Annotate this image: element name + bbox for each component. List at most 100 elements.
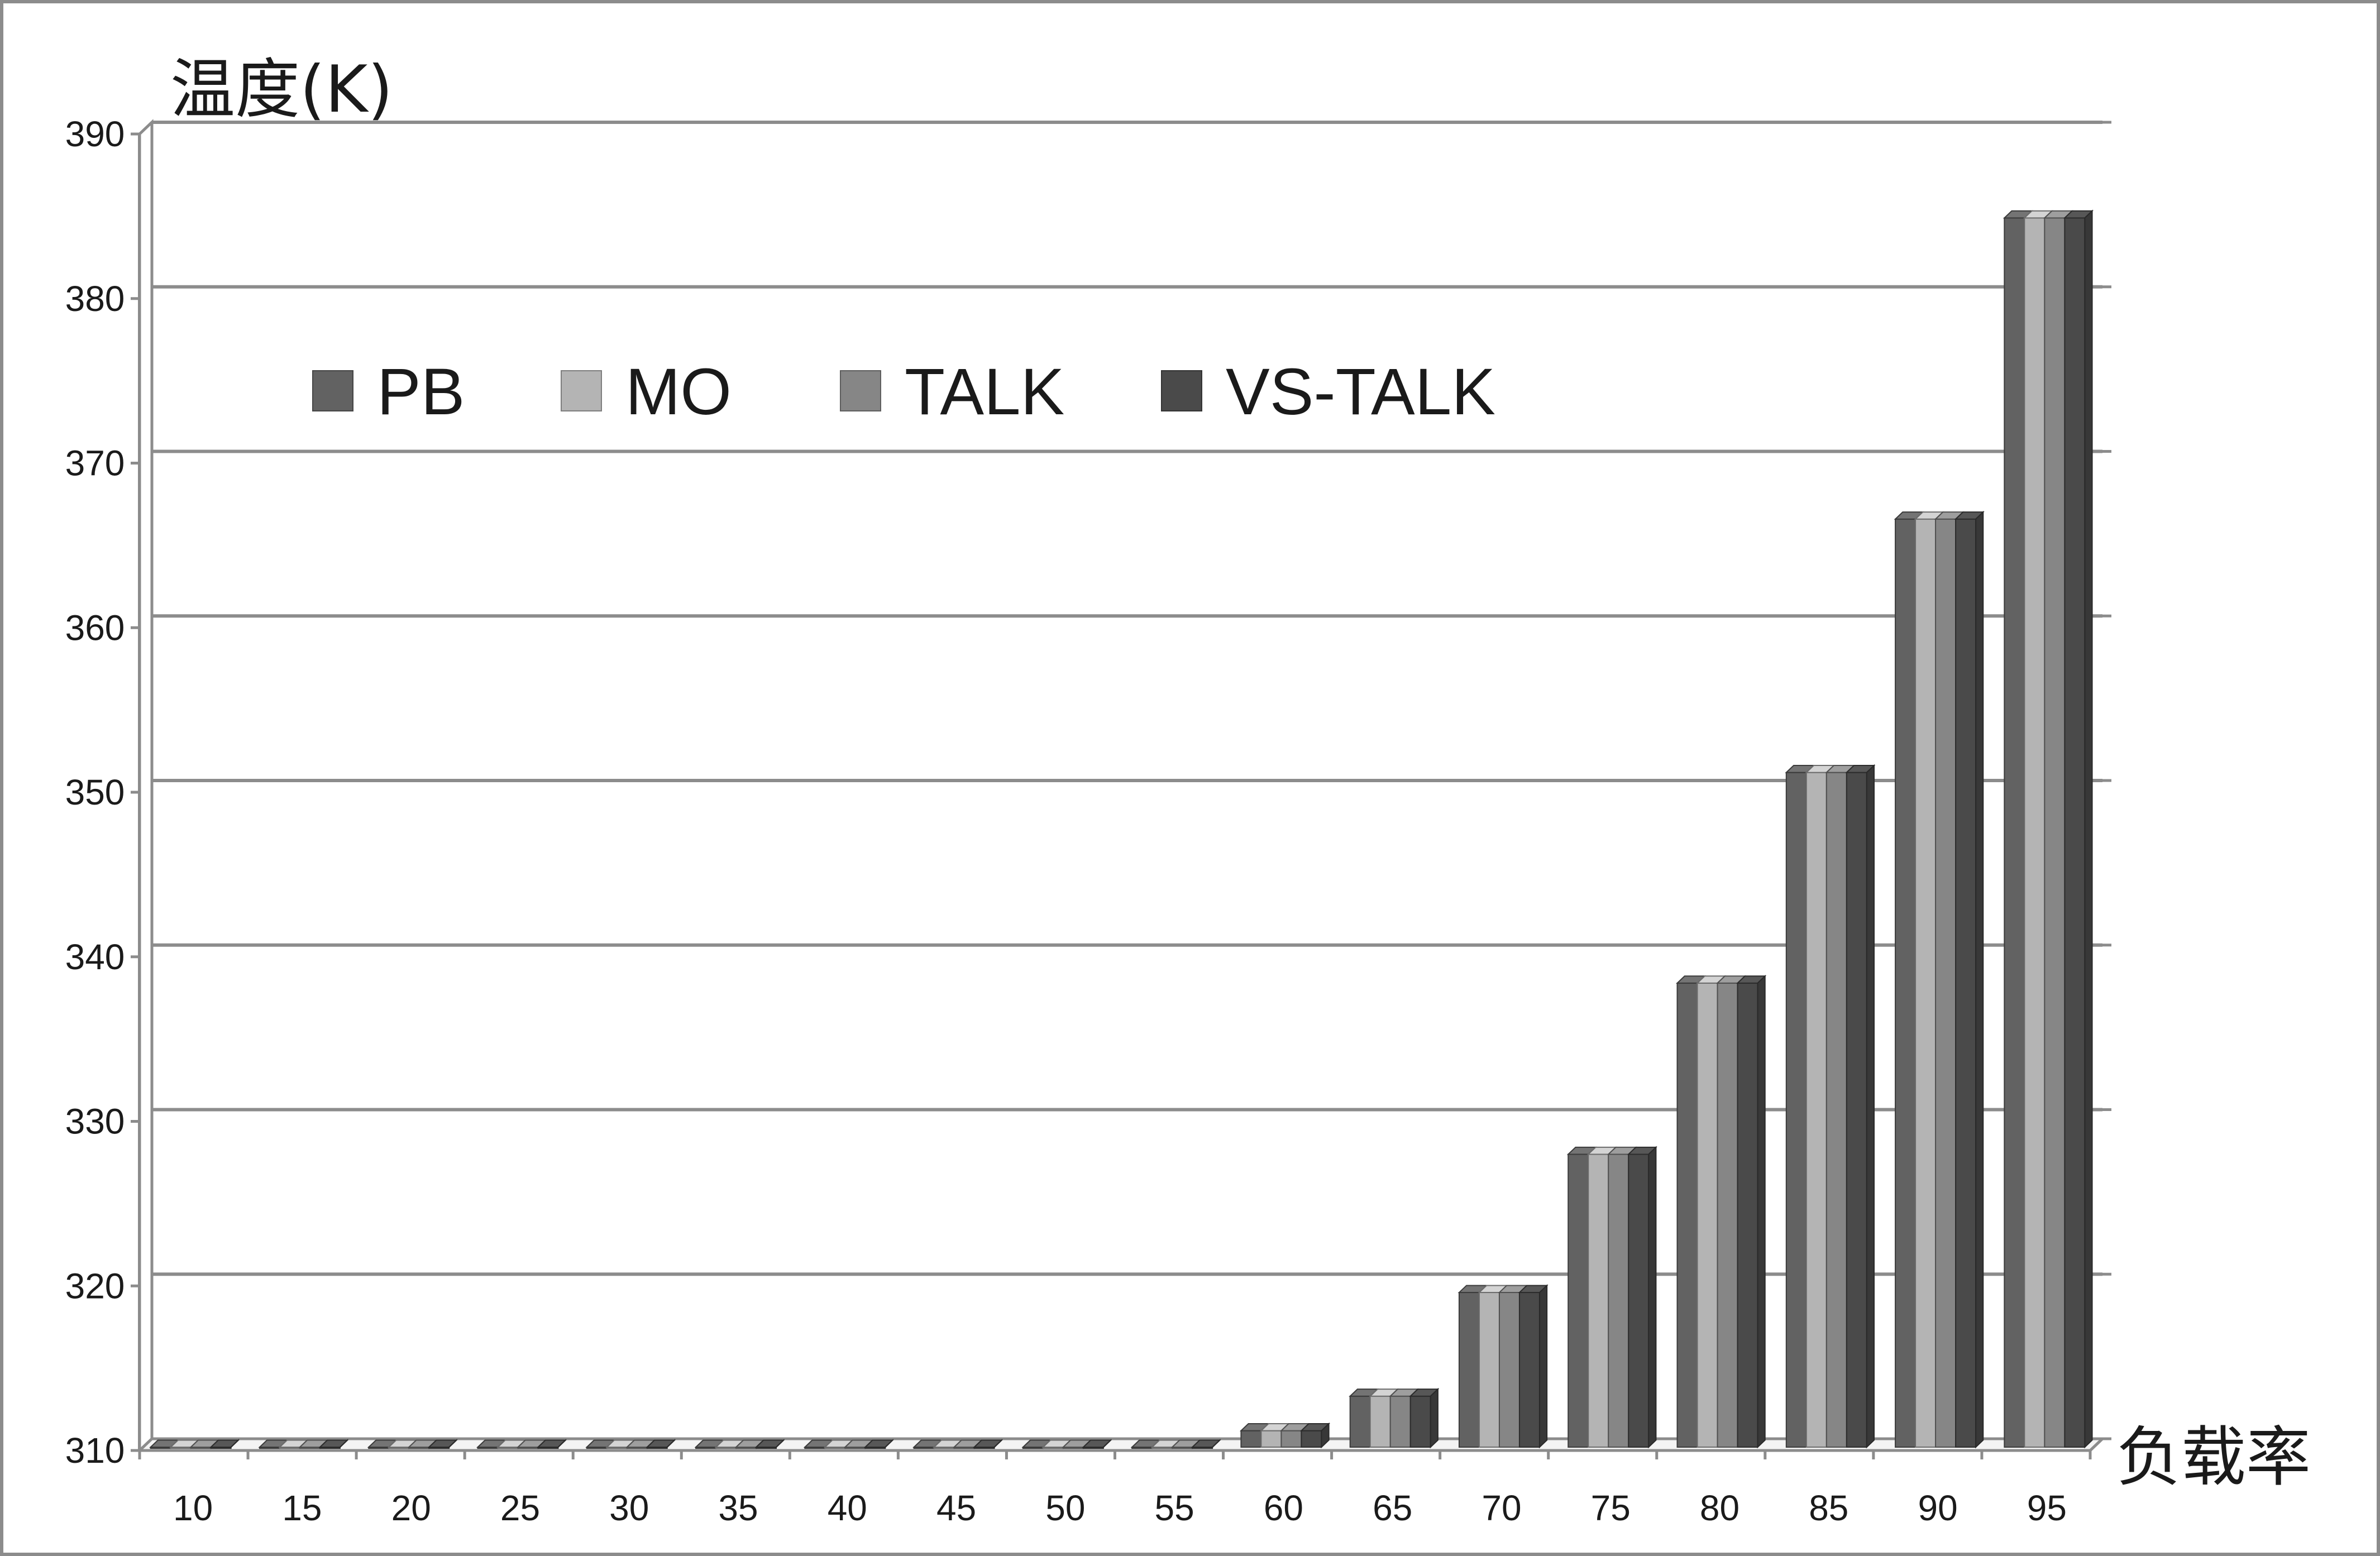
bar-front [1389, 1395, 1411, 1448]
y-axis-tick-labels: 310 320 330 340 350 360 370 380 390 [65, 114, 125, 1471]
y-tick-label: 320 [65, 1266, 125, 1306]
floor-edge [2089, 1438, 2104, 1452]
bar [1785, 765, 1815, 1448]
legend-label: MO [625, 355, 732, 429]
bar-front [1260, 1430, 1282, 1448]
x-tick-label: 55 [1155, 1488, 1194, 1528]
bar [1191, 1439, 1221, 1449]
legend: PB MO TALK VS-TALK [312, 355, 1495, 429]
bar [1845, 764, 1876, 1449]
bar-front [1935, 518, 1957, 1448]
bar [1369, 1389, 1399, 1448]
legend-swatch [1161, 370, 1202, 411]
bar-front [1280, 1430, 1302, 1448]
bar-front [1676, 982, 1698, 1448]
bar-front [2064, 217, 2086, 1448]
bar-front [1696, 982, 1718, 1448]
bar [169, 1439, 200, 1449]
bar [1696, 975, 1727, 1448]
bar [1299, 1422, 1331, 1449]
x-tick-label: 45 [936, 1488, 976, 1528]
bar-front [1785, 772, 1807, 1448]
bar-series [149, 209, 2094, 1449]
bar [1409, 1387, 1440, 1449]
bar-side [557, 1439, 566, 1449]
bar [1914, 511, 1944, 1448]
bar-front [1628, 1153, 1650, 1448]
legend-item: VS-TALK [1161, 355, 1495, 429]
y-tick-label: 380 [65, 279, 125, 319]
bar-front [1588, 1153, 1609, 1448]
bar-side [448, 1439, 457, 1449]
legend-label: PB [377, 355, 465, 429]
bar-side [1648, 1146, 1657, 1449]
bar-front [1458, 1292, 1480, 1448]
x-tick-label: 65 [1373, 1488, 1412, 1528]
y-tick-label: 310 [65, 1430, 125, 1471]
bar [1607, 1146, 1637, 1448]
bar-side [230, 1439, 239, 1449]
bar-side [1212, 1439, 1221, 1449]
legend-label: TALK [905, 355, 1064, 429]
x-axis-title: 负载率 [2116, 1420, 2311, 1495]
x-tick-label: 40 [828, 1488, 867, 1528]
y-tick-label: 350 [65, 772, 125, 812]
bar [1716, 975, 1747, 1448]
bar [1954, 510, 1985, 1449]
bar-side [993, 1439, 1002, 1449]
bar [1478, 1285, 1508, 1448]
bar-front [1955, 518, 1977, 1448]
bar-front [1805, 772, 1827, 1448]
bar-front [1567, 1153, 1589, 1448]
bar-side [1321, 1422, 1330, 1449]
bar-front [1349, 1395, 1371, 1448]
bar-side [1430, 1387, 1438, 1449]
bar [1498, 1285, 1528, 1448]
bar [1627, 1146, 1657, 1449]
bar [209, 1439, 240, 1449]
bar [863, 1439, 895, 1449]
legend-item: PB [312, 355, 465, 429]
bar-side [2084, 209, 2093, 1449]
bar [1082, 1439, 1112, 1449]
bar-front [1895, 518, 1917, 1448]
x-tick-label: 50 [1045, 1488, 1085, 1528]
bar-front [1915, 518, 1937, 1448]
x-tick-label: 30 [609, 1488, 649, 1528]
bar [1825, 765, 1856, 1448]
bar [1130, 1439, 1161, 1449]
bar [1736, 974, 1767, 1449]
x-tick-label: 15 [282, 1488, 322, 1528]
bar-side [776, 1439, 785, 1449]
x-tick-label: 90 [1918, 1488, 1957, 1528]
x-tick-label: 95 [2027, 1488, 2067, 1528]
x-tick-label: 80 [1700, 1488, 1739, 1528]
x-tick-label: 10 [173, 1488, 213, 1528]
legend-swatch [840, 370, 881, 411]
bar-side [1538, 1284, 1548, 1449]
x-tick-label: 25 [500, 1488, 540, 1528]
x-tick-label: 35 [718, 1488, 758, 1528]
bar-front [1518, 1292, 1540, 1448]
y-tick-label: 360 [65, 607, 125, 648]
bar-side [885, 1439, 893, 1449]
bar [1349, 1389, 1379, 1448]
bar [1934, 511, 1965, 1448]
legend-item: MO [561, 355, 732, 429]
bar [1676, 975, 1707, 1448]
bar [973, 1439, 1003, 1449]
bar [646, 1439, 676, 1449]
bar-front [1301, 1430, 1322, 1448]
legend-label: VS-TALK [1226, 355, 1495, 429]
bar [2063, 209, 2094, 1449]
y-axis-title: 温度(K) [170, 52, 393, 127]
bar-front [1846, 772, 1867, 1448]
x-tick-label: 85 [1809, 1488, 1848, 1528]
bar [536, 1439, 567, 1449]
bar [1279, 1423, 1311, 1448]
x-tick-label: 70 [1481, 1488, 1521, 1528]
bar [516, 1439, 547, 1449]
bar [318, 1439, 349, 1449]
bar-front [1369, 1395, 1391, 1448]
